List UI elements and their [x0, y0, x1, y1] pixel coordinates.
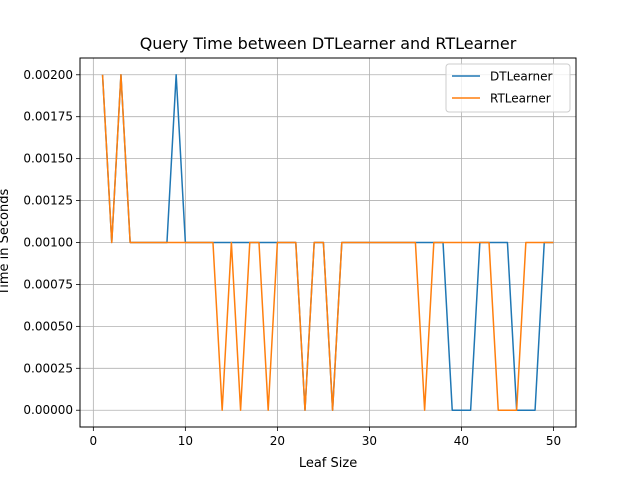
x-tick-label: 30 — [362, 434, 377, 448]
y-tick-label: 0.00050 — [23, 319, 73, 333]
x-axis-label: Leaf Size — [299, 456, 357, 471]
x-tick-label: 10 — [178, 434, 193, 448]
series-layer — [101, 74, 554, 411]
x-tick-label: 40 — [454, 434, 469, 448]
y-tick-label: 0.00000 — [23, 403, 73, 417]
x-tick-label: 20 — [270, 434, 285, 448]
legend-label: RTLearner — [490, 92, 551, 106]
y-axis-label: Time in Seconds — [0, 189, 12, 297]
y-tick-label: 0.00200 — [23, 68, 73, 82]
x-axis: 0 10 20 30 40 50 — [90, 427, 561, 448]
legend-label: DTLearner — [490, 70, 552, 84]
y-tick-label: 0.00100 — [23, 236, 73, 250]
y-tick-label: 0.00025 — [23, 361, 73, 375]
y-tick-label: 0.00150 — [23, 152, 73, 166]
y-tick-label: 0.00175 — [23, 110, 73, 124]
legend: DTLearner RTLearner — [445, 63, 571, 113]
x-tick-label: 50 — [546, 434, 561, 448]
chart-title: Query Time between DTLearner and RTLearn… — [140, 34, 517, 53]
y-axis: 0.00000 0.00025 0.00050 0.00075 0.00100 0.001… — [23, 68, 80, 417]
y-tick-label: 0.00125 — [23, 194, 73, 208]
x-tick-label: 0 — [90, 434, 98, 448]
y-tick-label: 0.00075 — [23, 277, 73, 291]
series-line-rtlearner — [101, 74, 554, 411]
